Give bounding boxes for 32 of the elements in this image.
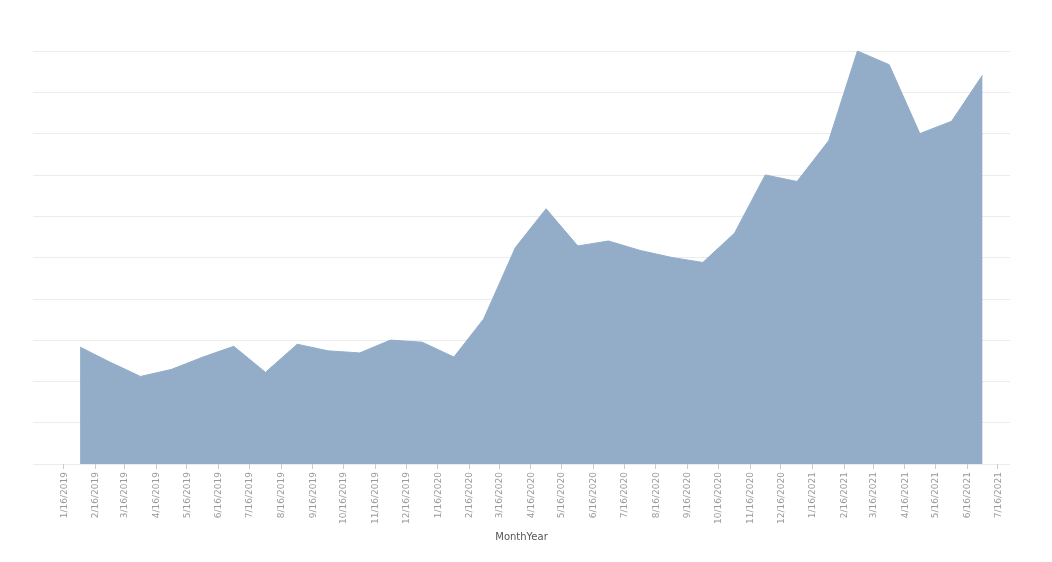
x-tick-label: 8/16/2020 [650, 471, 661, 519]
x-tick-label: 12/16/2020 [775, 471, 786, 524]
x-tick-label: 10/16/2020 [713, 471, 724, 524]
x-tick-label: 4/16/2019 [150, 471, 161, 519]
x-tick-label: 7/16/2020 [618, 471, 629, 519]
x-tick-label: 11/16/2019 [370, 471, 381, 524]
x-tick-label: 1/16/2020 [432, 471, 443, 519]
x-tick-label: 6/16/2021 [961, 472, 972, 519]
x-tick-label: 2/16/2020 [464, 471, 475, 519]
x-tick-label: 1/16/2019 [58, 471, 69, 519]
x-tick-label: 8/16/2019 [275, 471, 286, 519]
x-tick-label: 5/16/2020 [556, 471, 567, 519]
x-tick-label: 10/16/2019 [338, 471, 349, 524]
x-tick-label: 5/16/2021 [930, 472, 941, 519]
x-tick-label: 3/16/2021 [867, 472, 878, 519]
x-tick-label: 3/16/2019 [119, 471, 130, 519]
x-tick-label: 1/16/2021 [807, 472, 818, 519]
x-tick-label: 2/16/2021 [839, 472, 850, 519]
x-tick-label: 5/16/2019 [181, 471, 192, 519]
x-tick-label: 6/16/2020 [588, 471, 599, 519]
x-tick-label: 3/16/2020 [493, 471, 504, 519]
x-axis-title: MonthYear [495, 531, 549, 543]
x-tick-label: 9/16/2019 [307, 471, 318, 519]
x-tick-label: 7/16/2021 [992, 472, 1003, 519]
x-tick-label: 9/16/2020 [682, 471, 693, 519]
x-tick-label: 12/16/2019 [400, 471, 411, 524]
x-tick-label: 11/16/2020 [744, 471, 755, 524]
x-tick-label: 7/16/2019 [244, 471, 255, 519]
x-tick-label: 4/16/2021 [899, 472, 910, 519]
x-tick-label: 4/16/2020 [525, 471, 536, 519]
x-tick-label: 6/16/2019 [213, 471, 224, 519]
x-tick-label: 2/16/2019 [90, 471, 101, 519]
